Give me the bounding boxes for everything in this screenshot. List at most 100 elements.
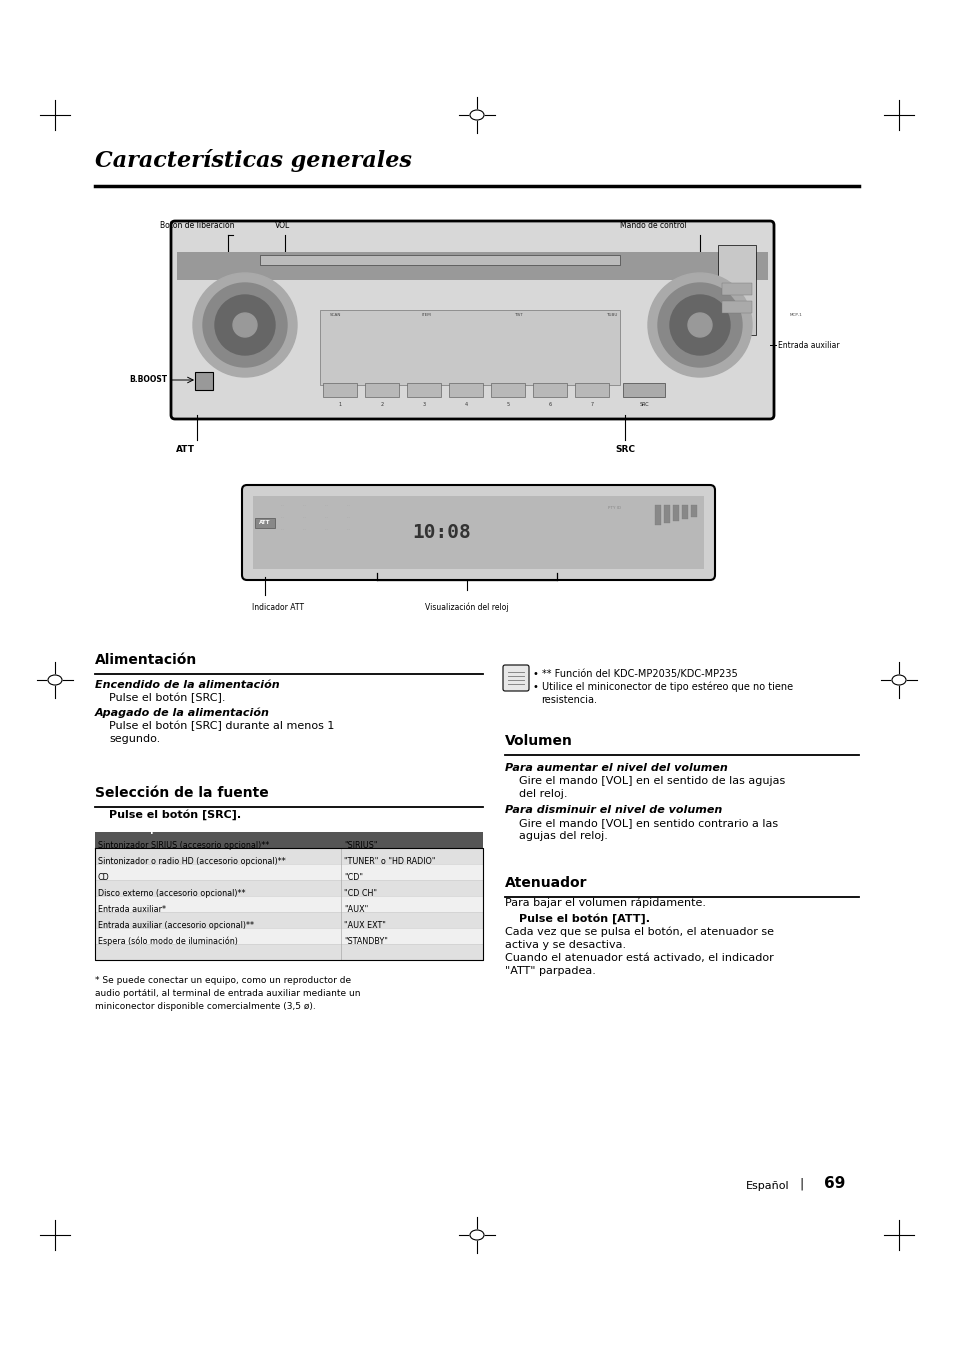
Text: TIST: TIST [514, 313, 522, 317]
Text: Apagado de la alimentación: Apagado de la alimentación [95, 707, 270, 718]
Text: HOUND: HOUND [698, 313, 713, 317]
Bar [672, 505, 679, 521]
Text: Gire el mando [VOL] en sentido contrario a las: Gire el mando [VOL] en sentido contrario… [518, 818, 778, 828]
Text: ATT: ATT [259, 521, 271, 525]
Text: 3: 3 [422, 401, 425, 406]
Text: * Se puede conectar un equipo, como un reproductor de: * Se puede conectar un equipo, como un r… [95, 976, 351, 986]
Bar [663, 505, 669, 522]
Text: ATT: ATT [175, 446, 194, 454]
Bar [575, 383, 608, 397]
Text: VOL: VOL [274, 221, 290, 230]
Text: Entrada auxiliar: Entrada auxiliar [778, 340, 839, 350]
Text: "SIRIUS": "SIRIUS" [344, 841, 377, 850]
Text: Visualización del reloj: Visualización del reloj [425, 603, 508, 613]
Text: Selección de la fuente: Selección de la fuente [95, 786, 269, 801]
Bar [721, 301, 751, 313]
Text: 6: 6 [548, 401, 551, 406]
Text: ...: ... [346, 514, 350, 518]
Ellipse shape [470, 109, 483, 120]
Bar [177, 252, 767, 279]
Text: "AUX EXT": "AUX EXT" [344, 921, 386, 930]
Circle shape [203, 284, 287, 367]
Bar [253, 495, 703, 568]
Text: "CD CH": "CD CH" [344, 890, 377, 898]
Text: 5: 5 [506, 401, 509, 406]
Text: "TUNER" o "HD RADIO": "TUNER" o "HD RADIO" [344, 857, 436, 865]
Bar [323, 383, 356, 397]
Text: Gire el mando [VOL] en el sentido de las agujas: Gire el mando [VOL] en el sentido de las… [518, 776, 784, 786]
Text: Para bajar el volumen rápidamente.: Para bajar el volumen rápidamente. [504, 898, 705, 909]
Text: Entrada auxiliar*: Entrada auxiliar* [98, 904, 166, 914]
Text: Visualización: Visualización [344, 825, 411, 834]
Text: PTY ID: PTY ID [608, 506, 620, 510]
Bar [95, 913, 482, 927]
Text: Atenuador: Atenuador [504, 876, 587, 890]
Text: audio portátil, al terminal de entrada auxiliar mediante un: audio portátil, al terminal de entrada a… [95, 990, 360, 998]
Text: ...: ... [324, 514, 328, 518]
Text: Pulse el botón [SRC].: Pulse el botón [SRC]. [109, 809, 241, 819]
Text: |: | [799, 1179, 803, 1191]
Text: ...: ... [280, 526, 284, 531]
FancyBboxPatch shape [171, 221, 773, 418]
Text: Pulse el botón [SRC].: Pulse el botón [SRC]. [109, 693, 225, 703]
Bar [622, 383, 664, 397]
Text: Sintonizador SIRIUS (accesorio opcional)**: Sintonizador SIRIUS (accesorio opcional)… [98, 841, 269, 850]
Text: SCAN: SCAN [330, 313, 341, 317]
Bar [491, 383, 524, 397]
Text: ...: ... [346, 526, 350, 531]
Text: SRC: SRC [639, 401, 648, 406]
Text: Alimentación: Alimentación [95, 653, 197, 667]
Circle shape [193, 273, 296, 377]
Text: "CD": "CD" [344, 873, 363, 882]
Text: CD: CD [98, 873, 110, 882]
Bar [95, 944, 482, 960]
Text: Español: Español [745, 1181, 789, 1191]
Bar [254, 518, 274, 528]
Text: • Utilice el miniconector de tipo estéreo que no tiene: • Utilice el miniconector de tipo estére… [533, 682, 792, 693]
Text: Para disminuir el nivel de volumen: Para disminuir el nivel de volumen [504, 805, 721, 815]
Bar [95, 864, 482, 880]
Bar [718, 244, 755, 335]
Text: Sintonizador o radio HD (accesorio opcional)**: Sintonizador o radio HD (accesorio opcio… [98, 857, 286, 865]
Text: Disco externo (accesorio opcional)**: Disco externo (accesorio opcional)** [98, 890, 245, 898]
Circle shape [687, 313, 711, 338]
Text: Espera (sólo modo de iluminación): Espera (sólo modo de iluminación) [98, 937, 237, 946]
Text: ...: ... [280, 514, 284, 518]
Bar [260, 255, 619, 265]
Text: ...: ... [302, 504, 306, 508]
Text: agujas del reloj.: agujas del reloj. [518, 832, 607, 841]
Bar [533, 383, 566, 397]
Bar [319, 310, 619, 385]
Text: Pulse el botón [ATT].: Pulse el botón [ATT]. [518, 913, 649, 923]
Circle shape [658, 284, 741, 367]
Text: Encendido de la alimentación: Encendido de la alimentación [95, 680, 279, 690]
Text: Características generales: Características generales [95, 148, 412, 171]
Circle shape [233, 313, 256, 338]
Ellipse shape [891, 675, 905, 684]
Text: segundo.: segundo. [109, 734, 160, 744]
Text: ...: ... [324, 504, 328, 508]
Text: ...: ... [302, 514, 306, 518]
Text: 2: 2 [380, 401, 383, 406]
Bar [690, 505, 697, 517]
Text: "STANDBY": "STANDBY" [344, 937, 388, 946]
Text: ...: ... [280, 504, 284, 508]
Text: "AUX": "AUX" [344, 904, 368, 914]
Text: Fuente requerida: Fuente requerida [98, 825, 186, 834]
Circle shape [669, 296, 729, 355]
Text: del reloj.: del reloj. [518, 788, 567, 799]
Bar [449, 383, 482, 397]
Text: MCP-1: MCP-1 [789, 313, 801, 317]
Text: Entrada auxiliar (accesorio opcional)**: Entrada auxiliar (accesorio opcional)** [98, 921, 253, 930]
Bar [95, 927, 482, 944]
Text: Cada vez que se pulsa el botón, el atenuador se: Cada vez que se pulsa el botón, el atenu… [504, 926, 773, 937]
Bar [95, 832, 482, 848]
Text: ...: ... [324, 526, 328, 531]
Bar [194, 373, 213, 390]
FancyBboxPatch shape [502, 666, 529, 691]
Text: ...: ... [302, 526, 306, 531]
Text: Indicador ATT: Indicador ATT [252, 603, 304, 612]
Text: Para aumentar el nivel del volumen: Para aumentar el nivel del volumen [504, 763, 727, 774]
Text: 69: 69 [823, 1176, 844, 1191]
Text: 4: 4 [464, 401, 467, 406]
